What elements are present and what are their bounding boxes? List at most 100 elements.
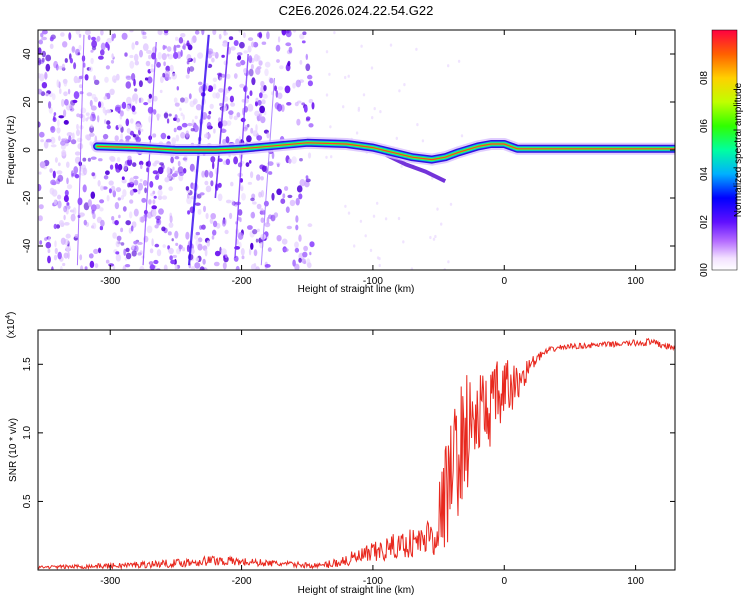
noise-speckle	[108, 188, 112, 194]
noise-speckle	[434, 234, 437, 239]
noise-speckle	[253, 249, 258, 257]
noise-speckle	[230, 181, 234, 187]
noise-speckle	[79, 91, 84, 95]
noise-speckle	[141, 197, 147, 203]
noise-speckle	[277, 86, 284, 91]
noise-speckle	[182, 114, 185, 121]
noise-speckle	[212, 77, 218, 83]
noise-speckle	[87, 199, 92, 207]
noise-speckle	[263, 85, 267, 92]
noise-speckle	[276, 163, 280, 168]
noise-speckle	[209, 103, 214, 109]
noise-speckle	[178, 174, 184, 182]
noise-speckle	[152, 95, 158, 102]
noise-speckle	[214, 250, 221, 257]
noise-speckle	[303, 260, 307, 265]
noise-speckle	[133, 175, 139, 180]
noise-speckle	[342, 105, 345, 109]
noise-speckle	[190, 128, 195, 132]
noise-speckle	[190, 37, 194, 45]
noise-speckle	[255, 238, 259, 243]
noise-speckle	[253, 262, 257, 267]
noise-speckle	[63, 137, 68, 145]
noise-speckle	[131, 94, 136, 103]
noise-speckle	[237, 232, 244, 240]
noise-speckle	[238, 136, 241, 144]
noise-speckle	[179, 107, 182, 112]
noise-speckle	[182, 247, 186, 252]
noise-speckle	[268, 171, 273, 175]
noise-speckle	[260, 176, 264, 181]
noise-speckle	[202, 258, 206, 265]
colorbar-tick-label: 0.6	[699, 119, 710, 133]
noise-speckle	[133, 53, 139, 62]
noise-speckle	[432, 237, 436, 241]
noise-speckle	[100, 219, 105, 227]
noise-speckle	[66, 245, 70, 253]
noise-speckle	[146, 225, 153, 234]
noise-speckle	[91, 209, 95, 214]
noise-speckle	[304, 180, 310, 188]
noise-speckle	[112, 232, 117, 239]
noise-speckle	[38, 215, 43, 222]
noise-speckle	[158, 185, 163, 190]
noise-speckle	[276, 235, 282, 242]
noise-speckle	[195, 104, 202, 111]
noise-speckle	[279, 65, 284, 70]
noise-speckle	[178, 171, 185, 176]
noise-speckle	[219, 76, 223, 81]
noise-speckle	[154, 243, 160, 248]
noise-speckle	[176, 117, 181, 123]
noise-speckle	[159, 89, 163, 94]
noise-speckle	[307, 152, 312, 159]
noise-speckle	[400, 164, 403, 168]
noise-speckle	[45, 92, 49, 97]
noise-speckle	[164, 70, 171, 78]
noise-speckle	[161, 53, 167, 61]
noise-speckle	[166, 46, 172, 52]
noise-speckle	[197, 243, 203, 251]
noise-speckle	[251, 193, 256, 199]
noise-speckle	[61, 149, 67, 157]
noise-speckle	[229, 113, 233, 120]
noise-speckle	[38, 121, 41, 128]
snr-y-scale-suffix: )	[6, 312, 17, 315]
noise-speckle	[208, 110, 212, 115]
noise-speckle	[50, 136, 56, 144]
noise-speckle	[45, 138, 52, 143]
noise-speckle	[254, 110, 260, 117]
noise-speckle	[103, 96, 108, 100]
noise-speckle	[371, 116, 374, 120]
noise-speckle	[185, 74, 190, 79]
noise-speckle	[83, 202, 90, 211]
noise-speckle	[75, 30, 81, 35]
noise-speckle	[204, 133, 208, 138]
noise-speckle	[130, 118, 134, 124]
noise-speckle	[170, 156, 174, 164]
noise-speckle	[103, 175, 109, 180]
noise-speckle	[168, 222, 174, 228]
noise-speckle	[147, 97, 152, 104]
noise-speckle	[156, 61, 161, 68]
noise-speckle	[84, 30, 91, 36]
noise-speckle	[192, 100, 197, 105]
noise-speckle	[180, 112, 184, 117]
noise-speckle	[154, 160, 160, 164]
noise-speckle	[171, 137, 177, 145]
noise-speckle	[287, 60, 291, 67]
noise-speckle	[51, 181, 57, 186]
noise-speckle	[264, 222, 271, 228]
noise-speckle	[299, 60, 303, 65]
noise-speckle	[111, 53, 114, 59]
noise-speckle	[193, 57, 196, 64]
spectrogram-streak	[214, 41, 230, 199]
noise-speckle	[247, 181, 253, 185]
noise-speckle	[251, 77, 256, 86]
noise-speckle	[140, 164, 143, 170]
noise-speckle	[89, 115, 93, 122]
noise-speckle	[301, 40, 306, 44]
y-tick-label: -20	[22, 190, 33, 205]
noise-speckle	[121, 101, 127, 109]
noise-speckle	[186, 196, 192, 205]
noise-speckle	[213, 128, 216, 134]
